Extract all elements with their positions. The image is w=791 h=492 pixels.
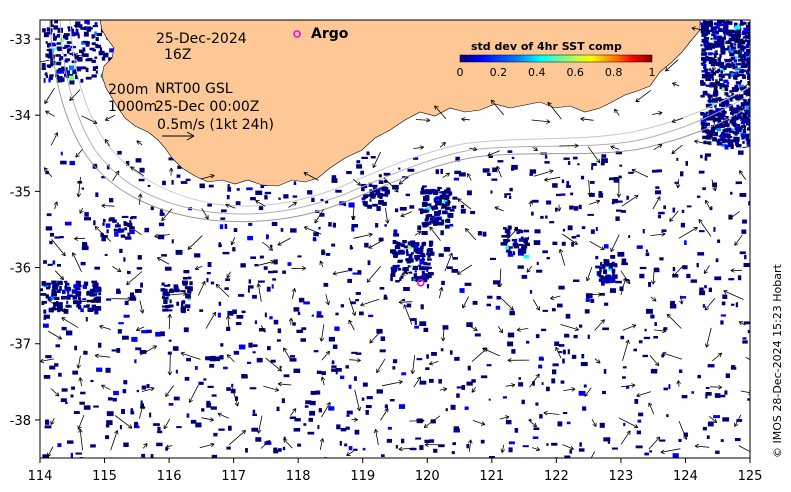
longitude-axis: 114 115 116 117 118 119 120 121 122 123 124 125 bbox=[28, 458, 763, 484]
colorbar-ticks: 0 0.2 0.4 0.6 0.8 1 bbox=[457, 66, 656, 79]
lat-tick-label: -33 bbox=[10, 33, 31, 48]
lat-tick-label: -35 bbox=[10, 185, 31, 200]
colorbar-tick-label: 0.4 bbox=[528, 66, 546, 79]
colorbar-tick-label: 1 bbox=[649, 66, 656, 79]
lat-tick-label: -38 bbox=[10, 414, 31, 429]
product-label: NRT00 GSL bbox=[155, 81, 233, 97]
lon-tick-label: 120 bbox=[415, 469, 440, 484]
latitude-axis: -33 -34 -35 -36 -37 -38 bbox=[10, 33, 40, 429]
lon-tick-label: 119 bbox=[350, 469, 375, 484]
contour-200m bbox=[59, 20, 749, 215]
argo-legend-marker bbox=[293, 30, 301, 38]
argo-floats bbox=[417, 279, 425, 287]
argo-float-marker bbox=[417, 279, 425, 287]
date-label: 25-Dec-2024 bbox=[156, 31, 247, 47]
lon-tick-label: 122 bbox=[544, 469, 569, 484]
lat-tick-label: -36 bbox=[10, 262, 31, 277]
hour-label: 16Z bbox=[164, 47, 191, 63]
lon-tick-label: 115 bbox=[92, 469, 117, 484]
current-vectors bbox=[40, 20, 750, 458]
colorbar-tick-label: 0.8 bbox=[605, 66, 623, 79]
lon-tick-label: 121 bbox=[479, 469, 504, 484]
lon-tick-label: 123 bbox=[608, 469, 633, 484]
contour-200m-label: 200m bbox=[108, 82, 148, 98]
vector-time-label: 25-Dec 00:00Z bbox=[155, 99, 259, 115]
lon-tick-label: 125 bbox=[738, 469, 763, 484]
contour-1000m bbox=[49, 20, 750, 223]
argo-legend-label: Argo bbox=[311, 26, 349, 42]
colorbar-legend: std dev of 4hr SST comp 0 0.2 0.4 0.6 0.8 1 bbox=[457, 40, 656, 79]
scale-label: 0.5m/s (1kt 24h) bbox=[157, 117, 274, 133]
lon-tick-label: 114 bbox=[28, 469, 53, 484]
colorbar-title: std dev of 4hr SST comp bbox=[471, 40, 622, 53]
colorbar-tick-label: 0.6 bbox=[566, 66, 584, 79]
lat-tick-label: -34 bbox=[10, 109, 31, 124]
lat-tick-label: -37 bbox=[10, 338, 31, 353]
colorbar bbox=[459, 54, 653, 63]
contour-extra bbox=[69, 20, 749, 207]
credit-label: © IMOS 28-Dec-2024 15:23 Hobart bbox=[771, 263, 784, 458]
lon-tick-label: 117 bbox=[221, 469, 246, 484]
lon-tick-label: 118 bbox=[286, 469, 311, 484]
lon-tick-label: 124 bbox=[673, 469, 698, 484]
colorbar-tick-label: 0.2 bbox=[490, 66, 508, 79]
lon-tick-label: 116 bbox=[157, 469, 182, 484]
plot-frame bbox=[39, 19, 751, 459]
scale-arrow bbox=[162, 131, 195, 141]
colorbar-tick-label: 0 bbox=[457, 66, 464, 79]
contour-1000m-label: 1000m bbox=[108, 99, 157, 115]
